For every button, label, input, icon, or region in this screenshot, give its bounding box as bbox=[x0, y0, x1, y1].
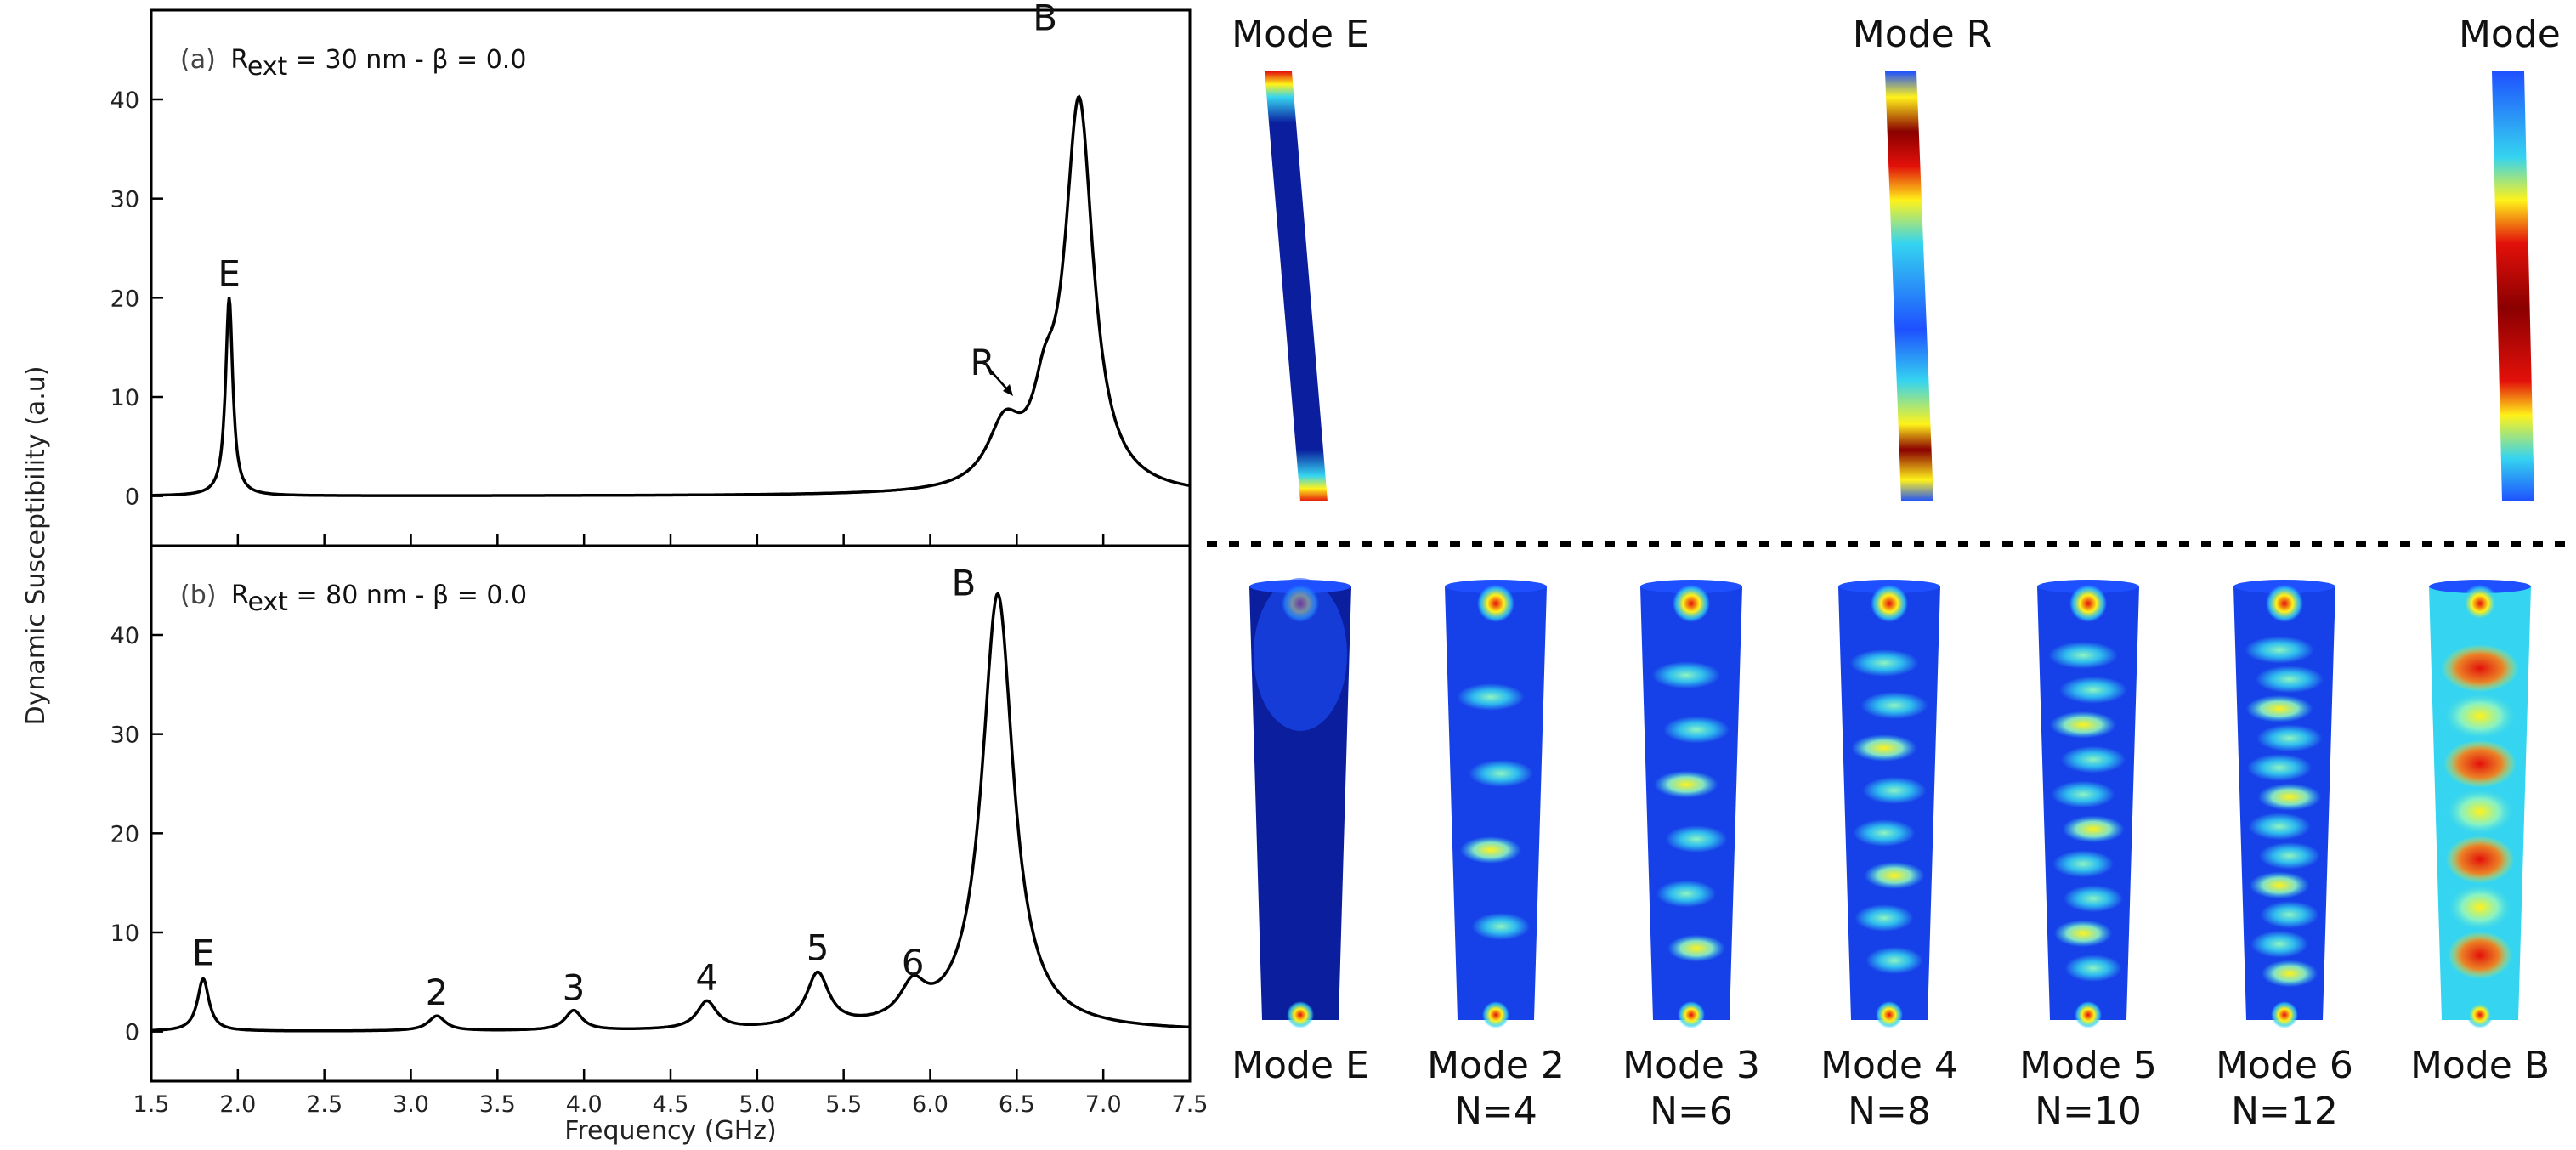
panel-b-peak-label: B bbox=[952, 563, 977, 604]
panel-b-params: = 80 nm - β = 0.0 bbox=[288, 581, 527, 610]
panel-b-xtick-label: 7.0 bbox=[1085, 1091, 1122, 1118]
bottom-mode-title: Mode 2 bbox=[1427, 1044, 1565, 1087]
top-mode-e-title: Mode E bbox=[1231, 13, 1369, 56]
panel-b-r: R bbox=[231, 581, 248, 610]
bottom-mode-profile-1 bbox=[1249, 578, 1351, 1028]
panel-a-chart: 0 10 20 30 40 (a) Rext = 30 nm - β = 0.0 E R B bbox=[110, 0, 1192, 547]
panel-b-peak-label: E bbox=[192, 932, 215, 974]
bottom-mode-profile-2 bbox=[1445, 580, 1547, 1028]
panel-a-peak-label: B bbox=[1033, 0, 1057, 39]
bottom-mode-profile-5 bbox=[2037, 580, 2139, 1028]
panel-b-xtick-label: 3.5 bbox=[479, 1091, 516, 1118]
panel-b-y-axis: 0 10 20 30 40 bbox=[110, 623, 163, 1046]
panel-b-xtick-label: 6.0 bbox=[912, 1091, 948, 1118]
bottom-mode-n: N=10 bbox=[2035, 1090, 2142, 1133]
bottom-mode-n: N=4 bbox=[1454, 1090, 1537, 1133]
r-arrowhead bbox=[1003, 384, 1013, 396]
panel-b-peak-label: 5 bbox=[807, 927, 829, 969]
r-arrow bbox=[987, 366, 1008, 390]
panel-b-xtick-label: 5.0 bbox=[739, 1091, 775, 1118]
panel-b-xtick-label: 6.5 bbox=[999, 1091, 1035, 1118]
panel-b-ytick-label: 0 bbox=[125, 1020, 139, 1046]
panel-b-peak-label: 6 bbox=[902, 942, 925, 983]
y-axis-label: Dynamic Susceptibility (a.u) bbox=[21, 365, 51, 725]
bottom-mode-n: N=6 bbox=[1650, 1090, 1733, 1133]
bottom-mode-title: Mode 3 bbox=[1622, 1044, 1760, 1087]
x-axis-label: Frequency (GHz) bbox=[564, 1116, 776, 1146]
panel-b-ytick-label: 30 bbox=[110, 722, 139, 749]
panel-b-xtick-label: 7.5 bbox=[1172, 1091, 1209, 1118]
panel-a-id: (a) bbox=[180, 45, 216, 75]
panel-b-frame bbox=[150, 544, 1192, 1083]
bottom-mode-n: N=8 bbox=[1848, 1090, 1931, 1133]
panel-b-peak-label: 4 bbox=[695, 957, 718, 999]
bottom-mode-profile-6 bbox=[2233, 580, 2335, 1028]
panel-b-x-axis: 1.5 2.0 2.5 3.0 3.5 4.0 4.5 5.0 5.5 6.0 6.5 7.0 7.5 bbox=[133, 1069, 1209, 1118]
panel-a-x-ticks bbox=[150, 534, 1192, 546]
panel-b-xtick-label: 5.5 bbox=[825, 1091, 862, 1118]
top-mode-r-title: Mode R bbox=[1853, 13, 1992, 56]
bottom-mode-profiles bbox=[1249, 578, 2531, 1028]
panel-b-chart: 0 10 20 30 40 1.5 2.0 2.5 3.0 3.5 4.0 4.5 5.0 5.5 6.0… bbox=[110, 544, 1209, 1118]
panel-b-xtick-label: 3.0 bbox=[393, 1091, 429, 1118]
panel-b-peak-label: 3 bbox=[563, 966, 586, 1008]
panel-b-r-sub: ext bbox=[248, 587, 289, 617]
panel-b-ytick-label: 10 bbox=[110, 921, 139, 947]
panel-b-peak-label: 2 bbox=[426, 972, 449, 1013]
panel-a-ytick-label: 10 bbox=[110, 385, 139, 411]
top-mode-r-profile bbox=[1885, 71, 1933, 501]
panel-b-id: (b) bbox=[180, 581, 216, 610]
bottom-mode-title: Mode E bbox=[1231, 1044, 1369, 1087]
bottom-mode-title: Mode 6 bbox=[2216, 1044, 2353, 1087]
panel-b-label: (b) Rext = 80 nm - β = 0.0 bbox=[180, 581, 527, 617]
bottom-mode-title: Mode 4 bbox=[1820, 1044, 1958, 1087]
panel-a-ytick-label: 40 bbox=[110, 88, 139, 114]
bottom-mode-profile-3 bbox=[1640, 580, 1742, 1028]
bottom-mode-profile-7 bbox=[2429, 580, 2531, 1028]
panel-a-curve bbox=[151, 94, 1191, 497]
top-mode-b-title: Mode B bbox=[2459, 13, 2576, 56]
panel-a-ytick-label: 20 bbox=[110, 286, 139, 312]
panel-b-ytick-label: 20 bbox=[110, 821, 139, 847]
panel-b-xtick-label: 2.5 bbox=[306, 1091, 343, 1118]
panel-b-xtick-label: 1.5 bbox=[133, 1091, 170, 1118]
panel-a-ytick-label: 30 bbox=[110, 187, 139, 213]
bottom-mode-title: Mode 5 bbox=[2019, 1044, 2157, 1087]
bottom-mode-title: Mode B bbox=[2410, 1044, 2550, 1087]
panel-a-ytick-label: 0 bbox=[125, 484, 139, 511]
top-mode-e-profile bbox=[1265, 71, 1328, 501]
panel-a-r-sub: ext bbox=[247, 52, 288, 82]
panel-a-label: (a) Rext = 30 nm - β = 0.0 bbox=[180, 45, 526, 82]
panel-a-peak-label: E bbox=[218, 252, 241, 294]
panel-a-r: R bbox=[230, 45, 247, 75]
panel-a-annotations: E R B bbox=[218, 0, 1057, 383]
panel-a-frame bbox=[150, 8, 1192, 547]
bottom-mode-n: N=12 bbox=[2231, 1090, 2338, 1133]
panel-b-ytick-label: 40 bbox=[110, 623, 139, 649]
panel-b-curve bbox=[151, 592, 1190, 1033]
panel-a-peak-label: R bbox=[971, 342, 995, 383]
bottom-mode-profile-4 bbox=[1838, 580, 1940, 1028]
panel-b-xtick-label: 4.5 bbox=[653, 1091, 689, 1118]
panel-a-params: = 30 nm - β = 0.0 bbox=[287, 45, 526, 75]
panel-b-xtick-label: 2.0 bbox=[219, 1091, 256, 1118]
panel-b-xtick-label: 4.0 bbox=[566, 1091, 603, 1118]
panel-a-y-axis: 0 10 20 30 40 bbox=[110, 88, 163, 511]
panel-b-annotations: E 2 3 4 5 6 B bbox=[192, 563, 977, 1013]
top-mode-b-profile bbox=[2492, 71, 2534, 501]
